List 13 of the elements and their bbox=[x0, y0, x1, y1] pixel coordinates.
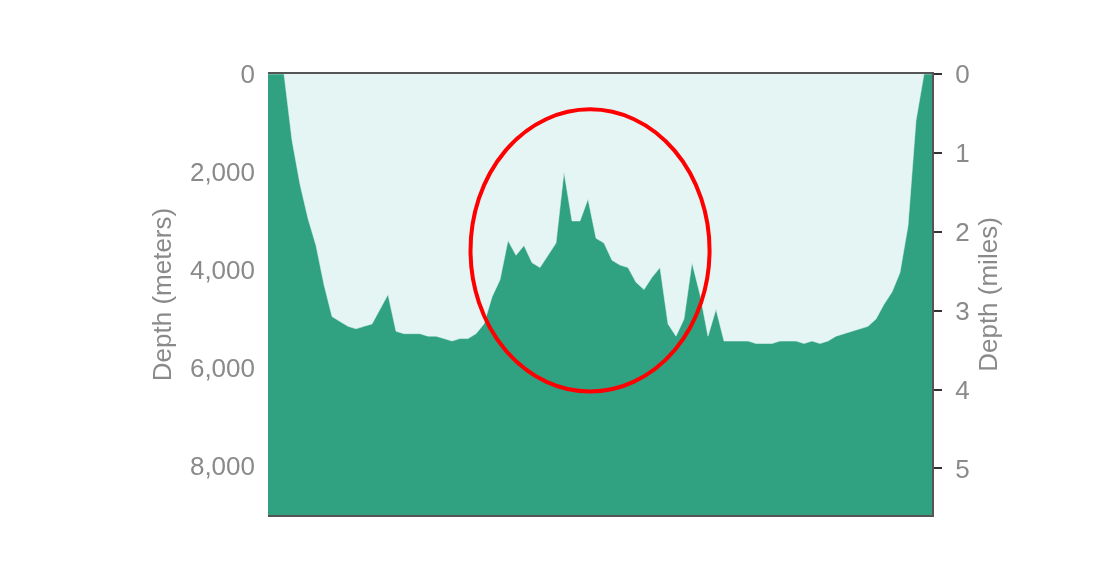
y2-tick-label: 1 bbox=[955, 137, 970, 168]
y-tick-label: 8,000 bbox=[189, 451, 255, 482]
y2-tick-label: 0 bbox=[955, 59, 970, 90]
y2-axis-title: Depth (miles) bbox=[972, 217, 1003, 372]
y2-tick-label: 4 bbox=[955, 374, 970, 405]
y2-tick-label: 5 bbox=[955, 453, 970, 484]
y-axis-title: Depth (meters) bbox=[147, 207, 178, 382]
y-tick-label: 2,000 bbox=[189, 157, 255, 188]
y2-tick-label: 3 bbox=[955, 295, 970, 326]
y-tick-label: 6,000 bbox=[189, 353, 255, 384]
y-tick-label: 4,000 bbox=[189, 255, 255, 286]
y2-tick-label: 2 bbox=[955, 216, 970, 247]
y-tick-label: 0 bbox=[240, 59, 255, 90]
